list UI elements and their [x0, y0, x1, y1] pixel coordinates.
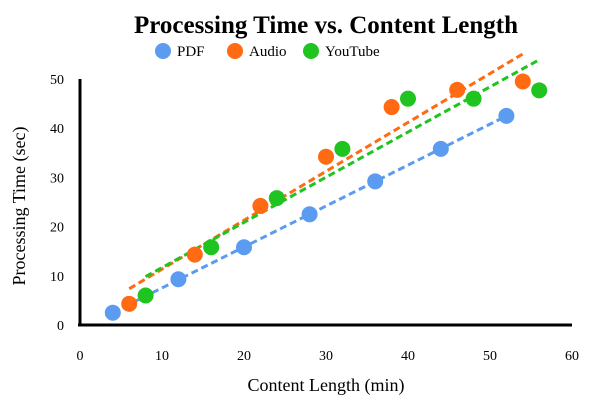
legend-marker	[155, 43, 171, 59]
x-tick-label: 30	[319, 349, 333, 364]
data-point	[531, 82, 548, 99]
data-point	[367, 173, 384, 190]
data-point	[400, 90, 416, 107]
legend-item: PDF	[155, 43, 205, 60]
data-point	[514, 73, 531, 90]
legend-item: Audio	[227, 43, 287, 60]
data-points	[104, 73, 548, 321]
data-point	[268, 190, 285, 207]
y-tick-labels: 0 10 20 30 40 50	[50, 73, 64, 334]
data-point	[252, 197, 269, 214]
x-tick-label: 20	[237, 349, 251, 364]
x-tick-label: 10	[155, 349, 169, 364]
data-point	[137, 287, 154, 304]
x-tick-label: 40	[401, 349, 415, 364]
legend-marker	[227, 43, 243, 59]
y-tick-label: 40	[50, 122, 64, 137]
legend-label: PDF	[177, 44, 205, 60]
data-point	[465, 90, 482, 107]
data-point	[121, 295, 138, 312]
legend-label: YouTube	[325, 44, 380, 60]
data-point	[383, 99, 400, 116]
y-axis-label: Processing Time (sec)	[9, 127, 30, 286]
data-point	[318, 148, 334, 165]
legend-item: YouTube	[303, 43, 380, 60]
y-tick-label: 10	[50, 270, 64, 285]
legend-label: Audio	[249, 44, 287, 60]
x-tick-label: 50	[483, 349, 497, 364]
data-point	[449, 81, 466, 98]
legend: PDF Audio YouTube	[155, 43, 380, 60]
y-tick-label: 20	[50, 221, 64, 236]
x-tick-label: 60	[565, 349, 579, 364]
data-point	[203, 239, 220, 256]
chart-title: Processing Time vs. Content Length	[134, 12, 518, 39]
x-tick-label: 0	[77, 349, 84, 364]
y-tick-label: 50	[50, 73, 64, 88]
x-tick-labels: 0 10 20 30 40 50 60	[77, 349, 580, 364]
data-point	[432, 140, 449, 157]
data-point	[301, 206, 318, 223]
data-point	[334, 140, 351, 157]
data-point	[104, 304, 121, 321]
legend-marker	[303, 43, 319, 59]
y-tick-label: 30	[50, 171, 64, 186]
data-point	[236, 239, 252, 256]
x-axis-label: Content Length (min)	[248, 375, 405, 396]
data-point	[170, 271, 187, 288]
data-point	[186, 246, 203, 263]
data-point	[498, 107, 515, 124]
y-tick-label: 0	[57, 319, 64, 334]
